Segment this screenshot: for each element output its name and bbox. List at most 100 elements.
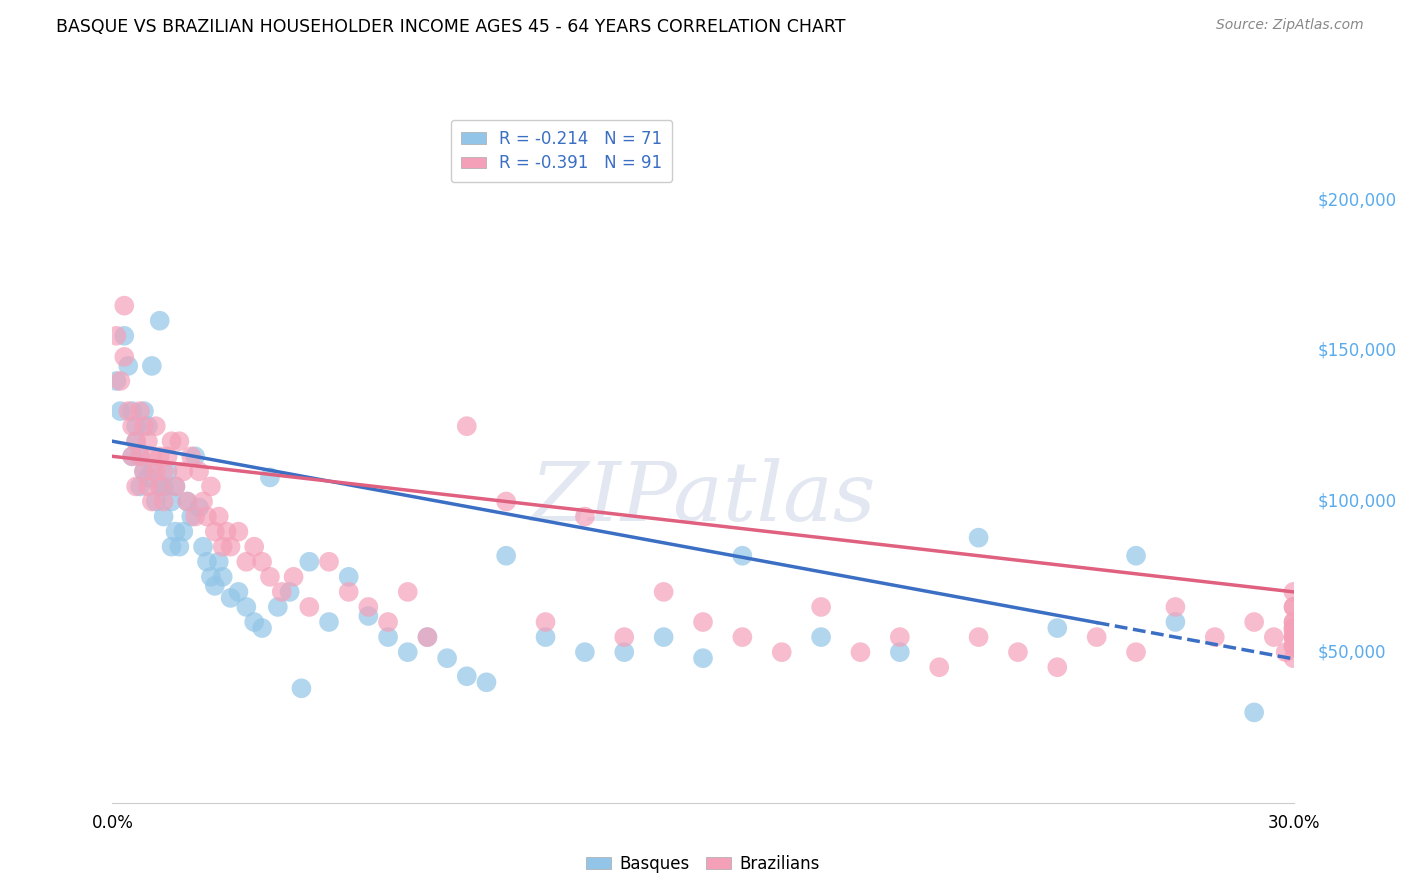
Point [121, 450, 143, 464]
Point [416, 630, 439, 644]
Point [810, 599, 832, 614]
Point [1164, 615, 1187, 629]
Point [613, 630, 636, 644]
Point [1125, 645, 1147, 659]
Point [290, 681, 312, 696]
Text: ZIPatlas: ZIPatlas [530, 458, 876, 538]
Point [495, 494, 517, 508]
Point [141, 494, 163, 508]
Point [129, 450, 152, 464]
Point [1282, 599, 1305, 614]
Point [318, 555, 340, 569]
Point [121, 404, 143, 418]
Point [152, 464, 174, 478]
Point [377, 615, 399, 629]
Point [125, 434, 148, 449]
Point [112, 328, 135, 343]
Point [228, 585, 250, 599]
Point [1282, 599, 1305, 614]
Point [967, 531, 990, 545]
Text: BASQUE VS BRAZILIAN HOUSEHOLDER INCOME AGES 45 - 64 YEARS CORRELATION CHART: BASQUE VS BRAZILIAN HOUSEHOLDER INCOME A… [56, 18, 846, 36]
Point [1046, 660, 1069, 674]
Point [191, 494, 214, 508]
Point [195, 555, 218, 569]
Point [191, 540, 214, 554]
Point [1085, 630, 1108, 644]
Point [652, 585, 675, 599]
Point [534, 615, 557, 629]
Point [132, 464, 155, 478]
Point [110, 404, 132, 418]
Text: $150,000: $150,000 [1317, 342, 1396, 359]
Point [152, 494, 174, 508]
Point [141, 464, 163, 478]
Point [112, 350, 135, 364]
Point [165, 479, 187, 493]
Point [188, 500, 211, 515]
Point [200, 570, 222, 584]
Point [169, 540, 191, 554]
Point [208, 555, 231, 569]
Text: $100,000: $100,000 [1317, 492, 1396, 510]
Point [188, 464, 211, 478]
Point [125, 434, 148, 449]
Point [967, 630, 990, 644]
Point [377, 630, 399, 644]
Point [172, 464, 194, 478]
Point [169, 434, 191, 449]
Point [1282, 630, 1305, 644]
Point [117, 359, 139, 373]
Point [534, 630, 557, 644]
Point [204, 524, 226, 539]
Point [125, 479, 148, 493]
Point [132, 419, 155, 434]
Point [1274, 645, 1296, 659]
Point [110, 374, 132, 388]
Point [105, 374, 128, 388]
Point [136, 419, 159, 434]
Point [613, 645, 636, 659]
Point [184, 509, 207, 524]
Point [208, 509, 231, 524]
Point [180, 509, 202, 524]
Point [117, 404, 139, 418]
Point [149, 450, 172, 464]
Point [1282, 621, 1305, 635]
Point [396, 585, 419, 599]
Point [176, 494, 198, 508]
Point [152, 479, 174, 493]
Point [129, 479, 152, 493]
Point [1204, 630, 1226, 644]
Point [1046, 621, 1069, 635]
Point [259, 470, 281, 484]
Point [184, 450, 207, 464]
Point [250, 621, 273, 635]
Point [243, 615, 266, 629]
Point [337, 585, 360, 599]
Point [436, 651, 458, 665]
Point [152, 509, 174, 524]
Point [145, 419, 167, 434]
Point [145, 464, 167, 478]
Point [228, 524, 250, 539]
Point [160, 494, 183, 508]
Point [211, 570, 233, 584]
Point [1282, 585, 1305, 599]
Point [132, 404, 155, 418]
Point [129, 404, 152, 418]
Legend: Basques, Brazilians: Basques, Brazilians [579, 848, 827, 880]
Point [1164, 599, 1187, 614]
Text: $200,000: $200,000 [1317, 191, 1396, 210]
Point [731, 630, 754, 644]
Point [1282, 624, 1305, 638]
Point [219, 591, 242, 605]
Point [160, 540, 183, 554]
Point [215, 524, 238, 539]
Text: Source: ZipAtlas.com: Source: ZipAtlas.com [1216, 18, 1364, 32]
Point [1282, 621, 1305, 635]
Point [318, 615, 340, 629]
Point [149, 314, 172, 328]
Point [160, 434, 183, 449]
Point [1282, 630, 1305, 644]
Point [235, 555, 257, 569]
